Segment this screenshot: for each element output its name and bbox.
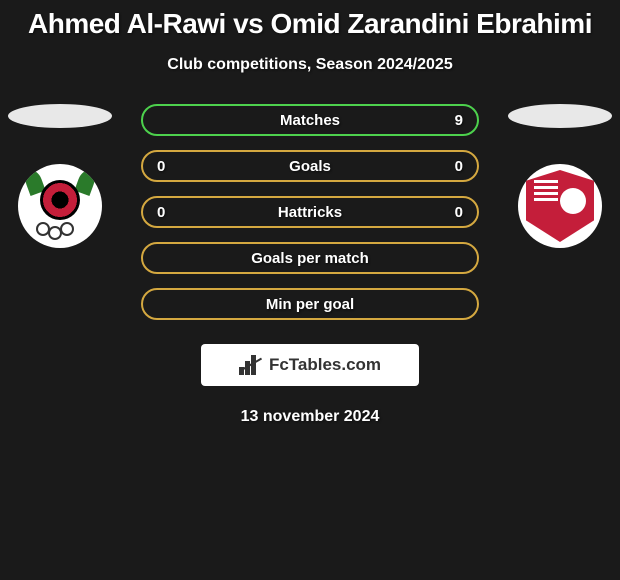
stat-row: Goals per match bbox=[141, 242, 479, 274]
player-left-silhouette bbox=[8, 104, 112, 128]
branding-text: FcTables.com bbox=[269, 355, 381, 375]
branding-badge: FcTables.com bbox=[201, 344, 419, 386]
player-right-column bbox=[508, 104, 612, 248]
stat-label: Min per goal bbox=[266, 296, 354, 313]
stat-row: 0 Goals 0 bbox=[141, 150, 479, 182]
stat-left-value: 0 bbox=[157, 204, 169, 221]
stat-right-value: 0 bbox=[451, 204, 463, 221]
stat-label: Hattricks bbox=[278, 204, 342, 221]
stat-label: Goals bbox=[289, 158, 331, 175]
stat-row: 0 Hattricks 0 bbox=[141, 196, 479, 228]
stat-right-value: 0 bbox=[451, 158, 463, 175]
subtitle: Club competitions, Season 2024/2025 bbox=[0, 56, 620, 74]
fctables-icon bbox=[239, 355, 263, 375]
player-right-silhouette bbox=[508, 104, 612, 128]
stat-row: Min per goal bbox=[141, 288, 479, 320]
stat-label: Goals per match bbox=[251, 250, 369, 267]
club-badge-left bbox=[18, 164, 102, 248]
stat-label: Matches bbox=[280, 112, 340, 129]
stat-right-value: 9 bbox=[451, 112, 463, 129]
stat-rows: Matches 9 0 Goals 0 0 Hattricks 0 Goals per matc… bbox=[141, 104, 479, 320]
player-left-column bbox=[8, 104, 112, 248]
stat-row: Matches 9 bbox=[141, 104, 479, 136]
club-badge-right bbox=[518, 164, 602, 248]
page-title: Ahmed Al-Rawi vs Omid Zarandini Ebrahimi bbox=[0, 0, 620, 40]
date-text: 13 november 2024 bbox=[0, 408, 620, 426]
stats-area: Matches 9 0 Goals 0 0 Hattricks 0 Goals per matc… bbox=[0, 104, 620, 334]
stat-left-value: 0 bbox=[157, 158, 169, 175]
